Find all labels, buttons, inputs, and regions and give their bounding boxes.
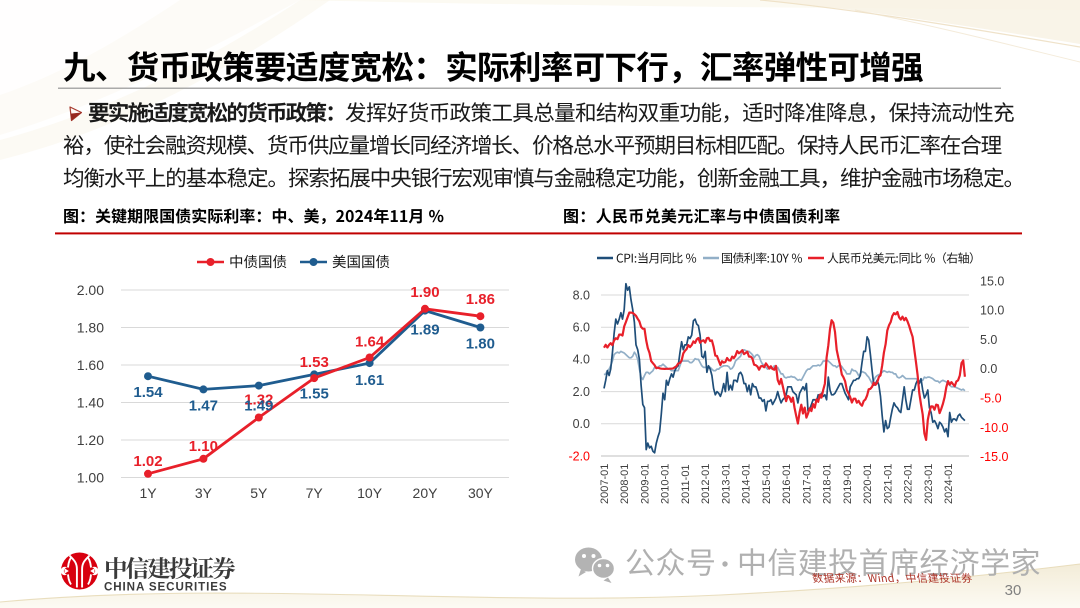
svg-text:1.47: 1.47	[189, 397, 218, 414]
svg-text:1.10: 1.10	[189, 438, 218, 455]
svg-text:0.0: 0.0	[573, 417, 590, 431]
svg-text:2007-01: 2007-01	[599, 464, 611, 504]
svg-text:1.64: 1.64	[355, 334, 385, 351]
svg-text:2013-01: 2013-01	[720, 464, 732, 504]
svg-text:1.49: 1.49	[244, 398, 273, 415]
svg-text:1.61: 1.61	[355, 372, 384, 389]
svg-text:7Y: 7Y	[306, 485, 324, 501]
svg-text:2011-01: 2011-01	[680, 464, 692, 504]
svg-text:2.0: 2.0	[573, 385, 590, 399]
svg-text:2010-01: 2010-01	[660, 464, 672, 504]
svg-text:-5.0: -5.0	[980, 392, 1002, 406]
svg-text:2009-01: 2009-01	[640, 464, 652, 504]
svg-text:15.0: 15.0	[980, 274, 1004, 288]
svg-text:2016-01: 2016-01	[781, 464, 793, 504]
svg-text:2012-01: 2012-01	[700, 464, 712, 504]
svg-text:1.80: 1.80	[77, 319, 104, 335]
svg-text:20Y: 20Y	[413, 485, 439, 501]
svg-text:-10.0: -10.0	[980, 421, 1009, 435]
svg-text:-15.0: -15.0	[980, 450, 1009, 464]
svg-text:1.60: 1.60	[77, 357, 104, 373]
svg-text:2017-01: 2017-01	[801, 464, 813, 504]
svg-text:2008-01: 2008-01	[619, 464, 631, 504]
svg-text:6.0: 6.0	[573, 321, 590, 335]
svg-text:1.86: 1.86	[466, 291, 495, 308]
svg-text:3Y: 3Y	[195, 485, 213, 501]
svg-text:1.54: 1.54	[133, 384, 163, 401]
svg-text:30Y: 30Y	[468, 485, 494, 501]
svg-text:CHINA SECURITIES: CHINA SECURITIES	[104, 581, 227, 594]
svg-text:1.90: 1.90	[410, 284, 439, 301]
svg-text:1.53: 1.53	[300, 354, 329, 371]
svg-text:-2.0: -2.0	[568, 449, 590, 463]
svg-text:1.20: 1.20	[77, 432, 104, 448]
svg-text:1.32: 1.32	[244, 392, 273, 409]
svg-text:0.0: 0.0	[980, 362, 997, 376]
svg-text:1.80: 1.80	[466, 336, 495, 353]
svg-text:1.40: 1.40	[77, 394, 104, 410]
svg-text:1Y: 1Y	[139, 485, 157, 501]
svg-text:2023-01: 2023-01	[923, 464, 935, 504]
svg-text:30: 30	[1005, 582, 1022, 599]
svg-text:2022-01: 2022-01	[903, 464, 915, 504]
svg-text:2018-01: 2018-01	[822, 464, 834, 504]
svg-text:1.00: 1.00	[77, 469, 104, 485]
svg-text:1.02: 1.02	[133, 453, 162, 470]
svg-text:4.0: 4.0	[573, 353, 590, 367]
svg-text:1.55: 1.55	[300, 385, 329, 402]
svg-text:2024-01: 2024-01	[943, 464, 955, 504]
svg-text:2015-01: 2015-01	[761, 464, 773, 504]
svg-text:8.0: 8.0	[573, 288, 590, 302]
svg-text:2.00: 2.00	[77, 282, 104, 298]
svg-text:10Y: 10Y	[357, 485, 383, 501]
svg-text:2020-01: 2020-01	[862, 464, 874, 504]
svg-text:5Y: 5Y	[250, 485, 268, 501]
svg-text:10.0: 10.0	[980, 304, 1004, 318]
svg-text:2019-01: 2019-01	[842, 464, 854, 504]
svg-text:5.0: 5.0	[980, 333, 997, 347]
svg-text:2021-01: 2021-01	[882, 464, 894, 504]
svg-text:2014-01: 2014-01	[741, 464, 753, 504]
svg-text:1.89: 1.89	[410, 322, 439, 339]
